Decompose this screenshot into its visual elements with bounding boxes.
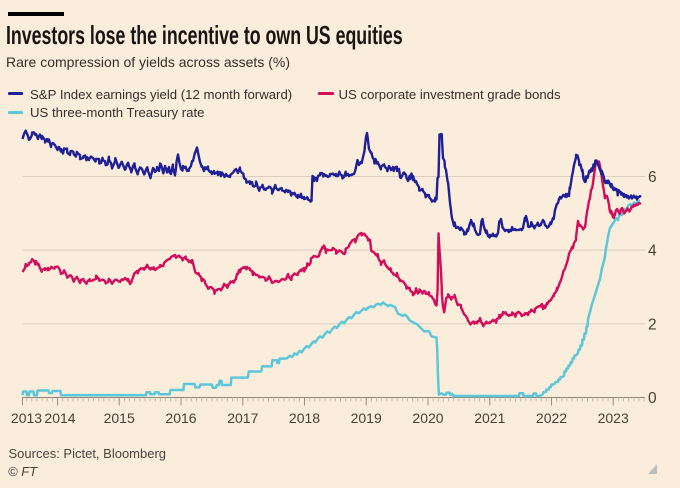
svg-text:2019: 2019	[351, 410, 382, 426]
svg-text:2022: 2022	[536, 410, 567, 426]
svg-text:2: 2	[648, 316, 657, 333]
svg-text:2015: 2015	[104, 410, 135, 426]
svg-text:2018: 2018	[289, 410, 320, 426]
svg-text:2023: 2023	[598, 410, 629, 426]
svg-text:2014: 2014	[44, 410, 75, 426]
svg-text:2021: 2021	[474, 410, 505, 426]
svg-text:2013: 2013	[11, 410, 42, 426]
svg-text:6: 6	[648, 169, 657, 186]
svg-text:2016: 2016	[165, 410, 196, 426]
svg-text:2020: 2020	[412, 410, 443, 426]
svg-text:4: 4	[648, 243, 657, 260]
svg-text:2017: 2017	[227, 410, 258, 426]
svg-text:0: 0	[648, 390, 657, 407]
